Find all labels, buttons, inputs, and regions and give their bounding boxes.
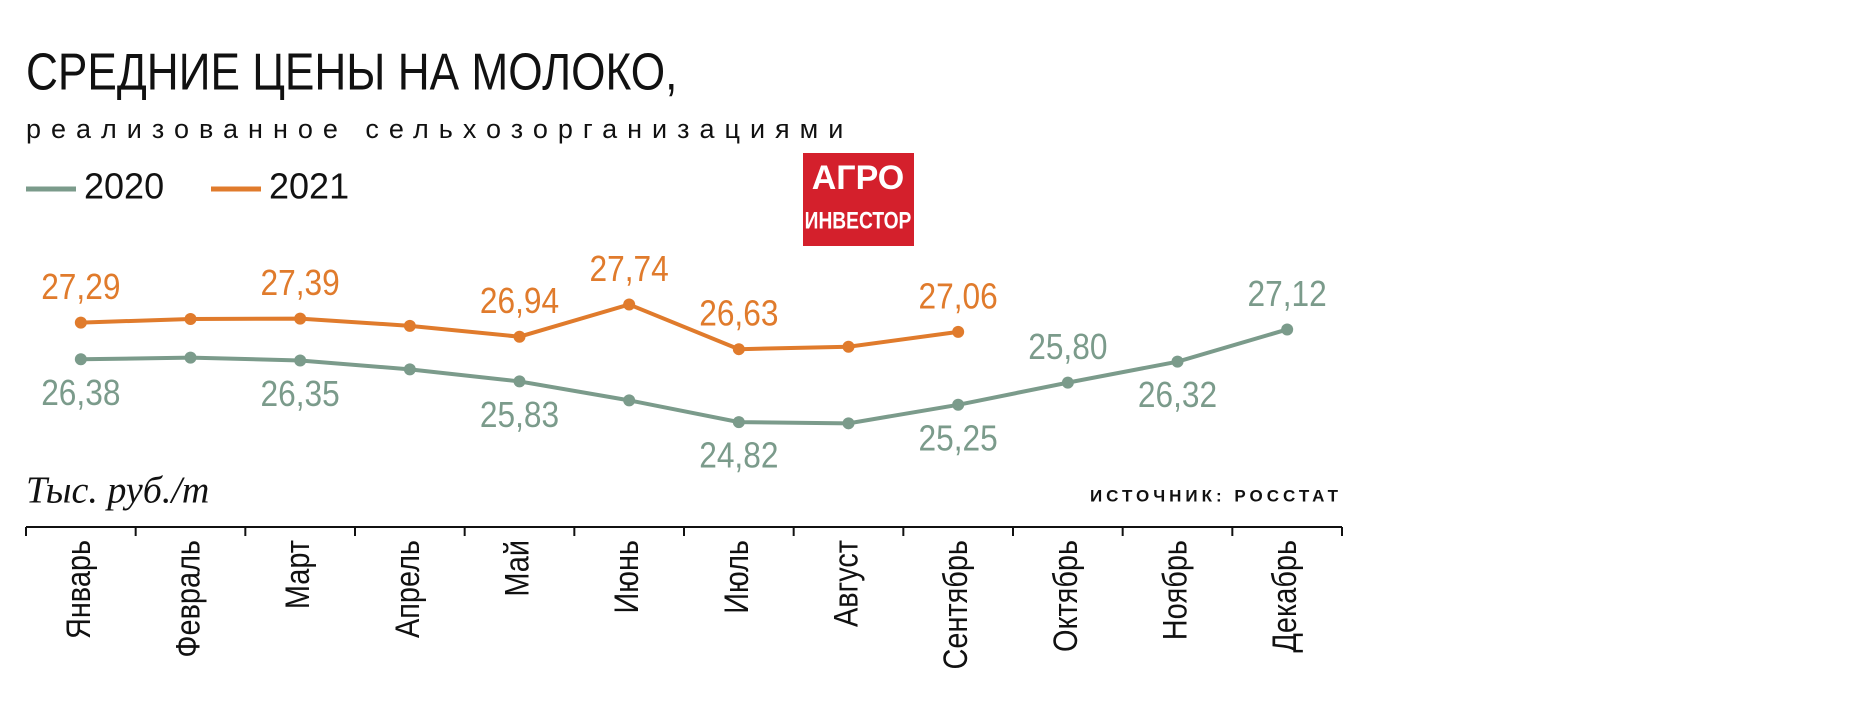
x-tick-label: Июнь [607,540,646,613]
data-label: 26,35 [261,374,340,414]
x-tick-label: Ноябрь [1155,540,1194,640]
data-label: 26,94 [480,281,559,321]
logo-text: ИНВЕСТОР [805,206,912,234]
data-point [732,343,745,356]
logo-box [803,153,914,246]
data-point [74,353,87,366]
data-label: 27,74 [590,249,669,289]
data-label: 25,25 [919,418,998,458]
data-point [623,394,636,407]
data-point [1281,323,1294,336]
data-label: 26,32 [1138,375,1217,415]
legend-label: 2020 [84,166,164,207]
x-tick-label: Июль [717,540,756,614]
data-label: 27,06 [919,277,998,317]
data-point [732,416,745,429]
data-point [184,312,197,325]
data-label: 27,29 [41,267,120,307]
chart-title: СРЕДНИЕ ЦЕНЫ НА МОЛОКО, [26,43,677,101]
data-label: 25,83 [480,395,559,435]
x-tick-label: Октябрь [1046,540,1085,652]
data-label: 26,63 [699,294,778,334]
x-tick-label: Март [278,540,317,609]
data-point [1061,376,1074,389]
data-point [403,363,416,376]
data-point [842,340,855,353]
series-line [80,327,1288,426]
x-tick-label: Февраль [168,540,207,657]
data-point [294,312,307,325]
x-tick-label: Декабрь [1265,540,1304,653]
data-point [403,319,416,332]
data-point [513,375,526,388]
logo-text: АГРО [812,159,905,197]
data-point [842,417,855,430]
data-point [184,351,197,364]
unit-label: Тыс. руб./т [26,470,209,512]
legend-label: 2021 [269,166,349,207]
data-label: 24,82 [699,436,778,476]
x-tick-label: Январь [59,540,98,639]
x-tick-label: Май [497,540,536,597]
chart-subtitle: реализованное сельхозорганизациями [26,114,853,144]
data-point [623,298,636,311]
x-tick-label: Сентябрь [936,540,975,669]
data-point [952,325,965,338]
data-point [952,398,965,411]
data-point [294,354,307,367]
data-label: 25,80 [1028,327,1107,367]
data-label: 26,38 [41,373,120,413]
data-point [513,330,526,343]
x-tick-label: Апрель [388,540,427,638]
x-tick-label: Август [826,540,865,627]
data-label: 27,39 [261,263,340,303]
data-label: 27,12 [1248,274,1327,314]
source: ИСТОЧНИК: РОССТАТ [1090,486,1342,505]
data-point [74,316,87,329]
data-point [1171,355,1184,368]
